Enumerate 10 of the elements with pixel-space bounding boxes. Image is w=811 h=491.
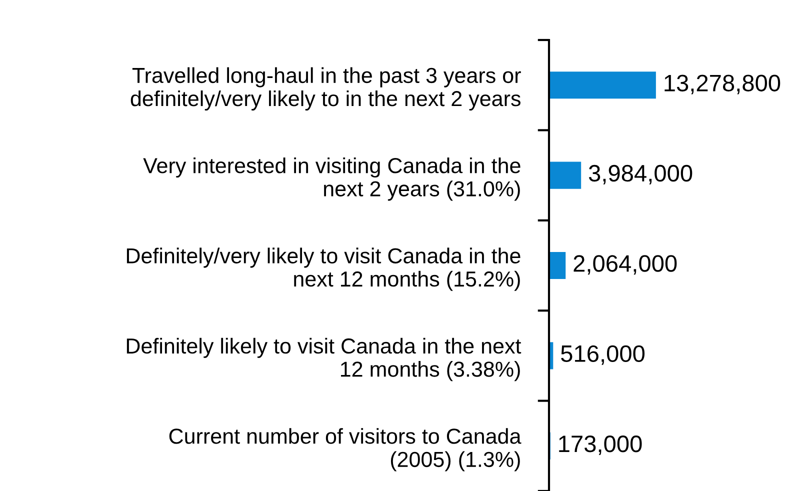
data-label: 2,064,000 <box>574 255 677 275</box>
y-tick-label: Travelled long-haul in the past 3 years or definitely/very likely to in the next 2 years <box>130 67 521 111</box>
y-tick-label: Current number of visitors to Canada (2005) (1.3%) <box>169 428 522 472</box>
data-label: 13,278,800 <box>664 74 780 94</box>
y-tick-label: Definitely likely to visit Canada in the next 12 months (3.38%) <box>126 338 522 382</box>
data-label: 3,984,000 <box>588 164 692 184</box>
data-label: 516,000 <box>561 345 645 365</box>
y-tick-label: Definitely/very likely to visit Canada in the next 12 months (15.2%) <box>126 248 520 291</box>
data-label: 173,000 <box>559 436 642 456</box>
y-tick-label: Very interested in visiting Canada in the next 2 years (31.0%) <box>143 157 520 201</box>
